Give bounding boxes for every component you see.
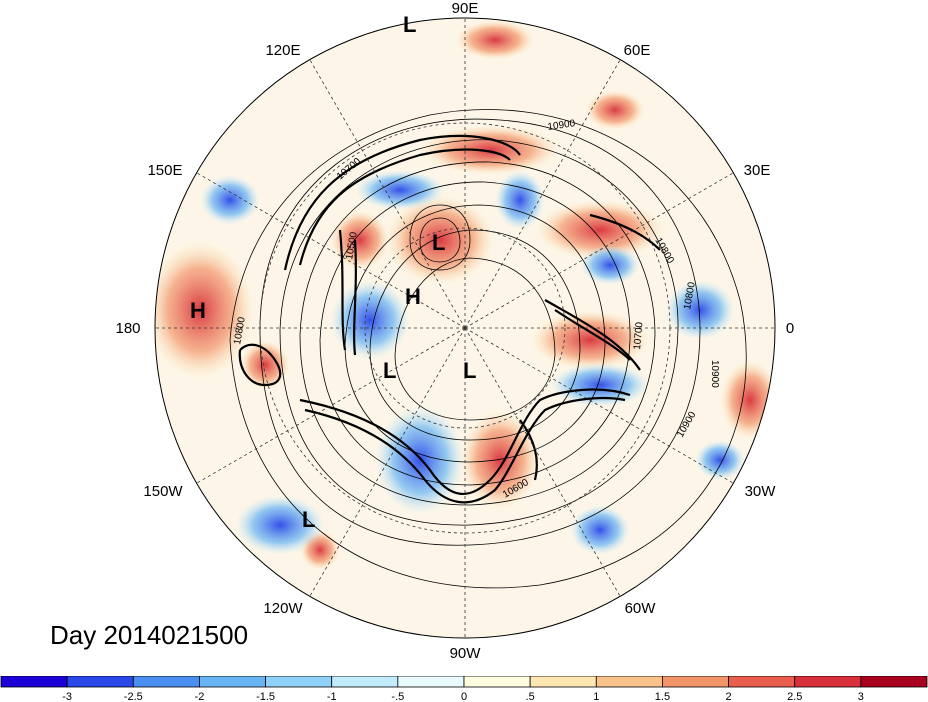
longitude-label: 60E <box>624 42 651 59</box>
longitude-label: 30E <box>744 162 771 179</box>
colorbar-swatch <box>266 676 332 687</box>
high-pressure-label: H <box>405 284 421 309</box>
colorbar-tick-label: 1 <box>593 691 599 702</box>
colorbar-swatch <box>133 676 199 687</box>
colorbar-tick-label: -.5 <box>391 691 404 702</box>
colorbar-tick-label: 2.5 <box>787 691 802 702</box>
longitude-label: 180 <box>115 320 140 337</box>
longitude-label: 30W <box>745 483 777 500</box>
low-pressure-label: L <box>383 358 396 383</box>
contour-label: 10900 <box>709 360 720 388</box>
colorbar-tick-label: 0 <box>461 691 467 702</box>
longitude-label: 150E <box>147 162 182 179</box>
low-pressure-label: L <box>403 12 416 37</box>
low-pressure-label: L <box>302 507 315 532</box>
longitude-label: 120W <box>263 600 303 617</box>
polar-map: 10900 10800 10700 10800 10900 10900 1060… <box>0 0 928 675</box>
colorbar-swatch <box>464 676 530 687</box>
longitude-label: 150W <box>143 483 183 500</box>
longitude-label: 120E <box>265 42 300 59</box>
colorbar-swatch <box>332 676 398 687</box>
colorbar-tick-label: 3 <box>858 691 864 702</box>
colorbar-swatch <box>729 676 795 687</box>
longitude-label: 90W <box>450 645 482 662</box>
colorbar-swatch <box>861 676 927 687</box>
colorbar-swatch <box>67 676 133 687</box>
colorbar-tick-label: -3 <box>62 691 72 702</box>
colorbar-swatch <box>398 676 464 687</box>
colorbar-tick-label: .5 <box>526 691 535 702</box>
high-pressure-label: H <box>190 298 206 323</box>
colorbar-tick-label: -2.5 <box>124 691 143 702</box>
colorbar-tick-label: 1.5 <box>655 691 670 702</box>
longitude-label: 0 <box>786 320 794 337</box>
colorbar-tick-label: -2 <box>195 691 205 702</box>
colorbar-tick-label: 2 <box>726 691 732 702</box>
colorbar: -3 -2.5 -2 -1.5 -1 -.5 0 .5 1 1.5 2 2.5 3 <box>0 676 928 702</box>
colorbar-swatch <box>199 676 265 687</box>
colorbar-swatch <box>530 676 596 687</box>
low-pressure-label: L <box>463 358 476 383</box>
colorbar-tick-label: -1 <box>327 691 337 702</box>
colorbar-swatch <box>662 676 728 687</box>
day-title: Day 2014021500 <box>50 620 248 651</box>
longitude-label: 90E <box>452 0 479 17</box>
colorbar-swatch <box>1 676 67 687</box>
longitude-label: 60W <box>625 600 657 617</box>
colorbar-swatch <box>795 676 861 687</box>
colorbar-tick-label: -1.5 <box>256 691 275 702</box>
colorbar-swatch <box>596 676 662 687</box>
low-pressure-label: L <box>432 230 445 255</box>
